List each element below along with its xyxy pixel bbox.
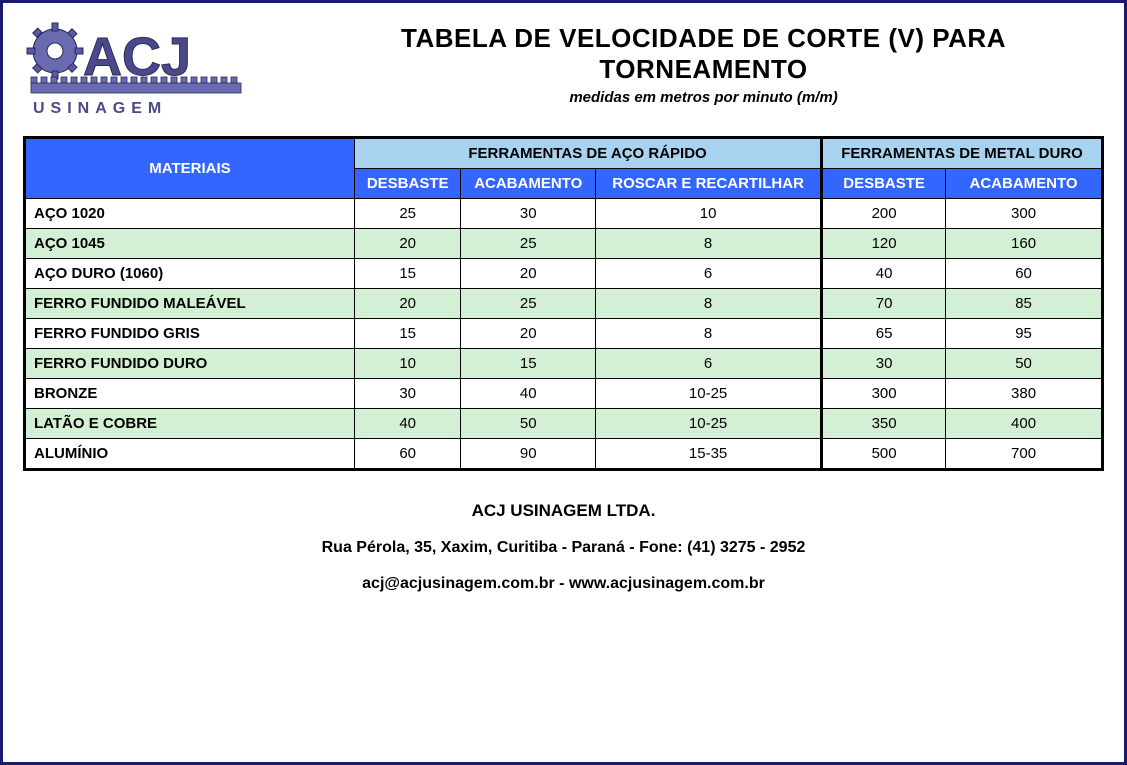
- cell-value: 6: [596, 259, 822, 289]
- cell-value: 90: [461, 439, 596, 470]
- footer: ACJ USINAGEM LTDA. Rua Pérola, 35, Xaxim…: [23, 501, 1104, 593]
- cell-value: 40: [822, 259, 946, 289]
- cell-material: FERRO FUNDIDO DURO: [25, 349, 355, 379]
- title-area: TABELA DE VELOCIDADE DE CORTE (V) PARA T…: [303, 13, 1104, 106]
- cell-value: 300: [822, 379, 946, 409]
- cell-value: 160: [946, 229, 1103, 259]
- footer-company: ACJ USINAGEM LTDA.: [23, 501, 1104, 521]
- cell-value: 300: [946, 199, 1103, 229]
- cell-value: 350: [822, 409, 946, 439]
- footer-contact: acj@acjusinagem.com.br - www.acjusinagem…: [23, 575, 1104, 593]
- cell-value: 65: [822, 319, 946, 349]
- cell-value: 60: [946, 259, 1103, 289]
- table-row: AÇO 1020253010200300: [25, 199, 1103, 229]
- cell-value: 120: [822, 229, 946, 259]
- col-sub-acabamento-2: ACABAMENTO: [946, 169, 1103, 199]
- cell-material: FERRO FUNDIDO MALEÁVEL: [25, 289, 355, 319]
- cell-value: 8: [596, 229, 822, 259]
- acj-logo-icon: ACJ USINAGEM: [23, 13, 283, 123]
- logo-block: ACJ USINAGEM: [23, 13, 303, 128]
- cell-value: 400: [946, 409, 1103, 439]
- cutting-speed-table: MATERIAIS FERRAMENTAS DE AÇO RÁPIDO FERR…: [23, 136, 1104, 471]
- cell-value: 15-35: [596, 439, 822, 470]
- cell-material: BRONZE: [25, 379, 355, 409]
- cell-value: 20: [355, 289, 461, 319]
- cell-value: 15: [461, 349, 596, 379]
- table-row: AÇO 104520258120160: [25, 229, 1103, 259]
- cell-value: 10-25: [596, 409, 822, 439]
- cell-value: 20: [461, 319, 596, 349]
- cell-value: 60: [355, 439, 461, 470]
- col-sub-desbaste-2: DESBASTE: [822, 169, 946, 199]
- cell-value: 15: [355, 259, 461, 289]
- table-row: AÇO DURO (1060)152064060: [25, 259, 1103, 289]
- cell-value: 8: [596, 289, 822, 319]
- cell-value: 40: [461, 379, 596, 409]
- cell-value: 30: [822, 349, 946, 379]
- cell-value: 50: [946, 349, 1103, 379]
- cell-value: 10: [355, 349, 461, 379]
- col-sub-desbaste-1: DESBASTE: [355, 169, 461, 199]
- cell-value: 30: [461, 199, 596, 229]
- col-group-metal-duro: FERRAMENTAS DE METAL DURO: [822, 138, 1103, 169]
- logo-tagline: USINAGEM: [33, 100, 167, 117]
- document-page: ACJ USINAGEM TABELA DE VELOCIDADE DE COR…: [0, 0, 1127, 765]
- page-subtitle: medidas em metros por minuto (m/m): [303, 89, 1104, 106]
- cell-value: 380: [946, 379, 1103, 409]
- table-row: ALUMÍNIO609015-35500700: [25, 439, 1103, 470]
- table-row: FERRO FUNDIDO DURO101563050: [25, 349, 1103, 379]
- cell-value: 20: [355, 229, 461, 259]
- table-row: FERRO FUNDIDO MALEÁVEL202587085: [25, 289, 1103, 319]
- cell-value: 6: [596, 349, 822, 379]
- table-row: FERRO FUNDIDO GRIS152086595: [25, 319, 1103, 349]
- cell-value: 95: [946, 319, 1103, 349]
- col-group-aco-rapido: FERRAMENTAS DE AÇO RÁPIDO: [355, 138, 822, 169]
- cell-value: 500: [822, 439, 946, 470]
- page-title: TABELA DE VELOCIDADE DE CORTE (V) PARA T…: [303, 23, 1104, 85]
- cell-material: AÇO 1020: [25, 199, 355, 229]
- cell-value: 50: [461, 409, 596, 439]
- cell-value: 40: [355, 409, 461, 439]
- header: ACJ USINAGEM TABELA DE VELOCIDADE DE COR…: [23, 13, 1104, 128]
- cell-value: 10: [596, 199, 822, 229]
- cell-value: 25: [461, 229, 596, 259]
- col-sub-roscar: ROSCAR E RECARTILHAR: [596, 169, 822, 199]
- cell-value: 200: [822, 199, 946, 229]
- cell-value: 10-25: [596, 379, 822, 409]
- cell-value: 15: [355, 319, 461, 349]
- col-header-materiais: MATERIAIS: [25, 138, 355, 199]
- table-body: AÇO 1020253010200300AÇO 104520258120160A…: [25, 199, 1103, 470]
- cell-value: 8: [596, 319, 822, 349]
- cell-value: 30: [355, 379, 461, 409]
- col-sub-acabamento-1: ACABAMENTO: [461, 169, 596, 199]
- table-row: LATÃO E COBRE405010-25350400: [25, 409, 1103, 439]
- cell-material: ALUMÍNIO: [25, 439, 355, 470]
- cell-material: AÇO DURO (1060): [25, 259, 355, 289]
- footer-address: Rua Pérola, 35, Xaxim, Curitiba - Paraná…: [23, 539, 1104, 557]
- cell-value: 25: [461, 289, 596, 319]
- cell-material: LATÃO E COBRE: [25, 409, 355, 439]
- cell-material: AÇO 1045: [25, 229, 355, 259]
- cell-value: 25: [355, 199, 461, 229]
- cell-value: 20: [461, 259, 596, 289]
- table-row: BRONZE304010-25300380: [25, 379, 1103, 409]
- cell-material: FERRO FUNDIDO GRIS: [25, 319, 355, 349]
- cell-value: 700: [946, 439, 1103, 470]
- cell-value: 85: [946, 289, 1103, 319]
- cell-value: 70: [822, 289, 946, 319]
